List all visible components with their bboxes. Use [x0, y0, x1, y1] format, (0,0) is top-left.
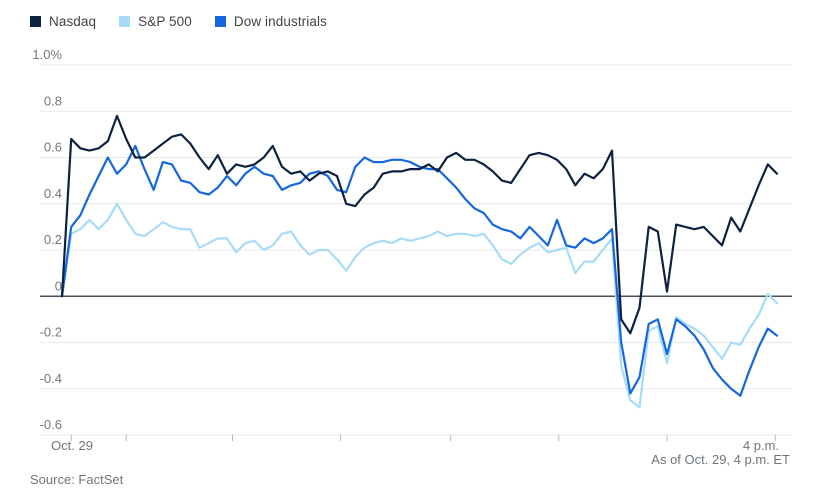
- legend-item-dow: Dow industrials: [214, 14, 327, 29]
- legend-label-dow: Dow industrials: [233, 14, 327, 29]
- y-axis-tick-label: 0.8: [44, 93, 62, 108]
- x-axis-start-label: Oct. 29: [51, 438, 93, 453]
- y-axis-tick-label: 0: [55, 278, 62, 293]
- y-axis-tick-label: 0.4: [44, 186, 62, 201]
- y-axis-tick-label: 1.0%: [32, 47, 62, 62]
- as-of-note: As of Oct. 29, 4 p.m. ET: [651, 452, 790, 467]
- series-line-nasdaq: [60, 114, 779, 335]
- y-axis-tick-label: 0.2: [44, 232, 62, 247]
- y-axis-tick-label: -0.2: [40, 325, 62, 340]
- legend-label-sp500: S&P 500: [138, 14, 192, 29]
- chart-legend: Nasdaq S&P 500 Dow industrials: [30, 14, 327, 29]
- legend-item-nasdaq: Nasdaq: [30, 14, 96, 29]
- legend-item-sp500: S&P 500: [119, 14, 192, 29]
- series-line-s-p-500: [60, 202, 779, 409]
- y-axis-tick-label: -0.6: [40, 417, 62, 432]
- nasdaq-swatch-icon: [30, 16, 41, 27]
- legend-label-nasdaq: Nasdaq: [49, 14, 97, 29]
- y-axis-tick-label: 0.6: [44, 140, 62, 155]
- series-line-dow-industrials: [60, 144, 779, 397]
- y-axis-tick-label: -0.4: [40, 371, 62, 386]
- dow-swatch-icon: [214, 16, 226, 27]
- x-axis-end-label: 4 p.m.: [743, 438, 779, 453]
- source-note: Source: FactSet: [30, 472, 124, 487]
- sp500-swatch-icon: [119, 16, 131, 27]
